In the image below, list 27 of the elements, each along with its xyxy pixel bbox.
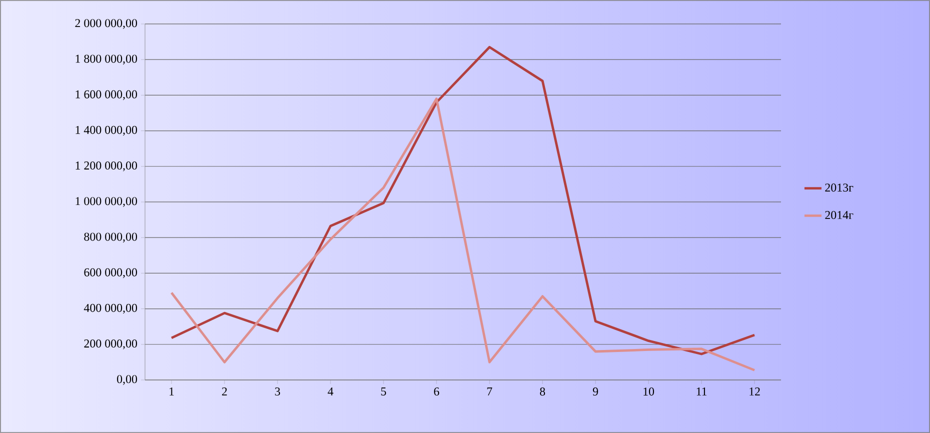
x-tick-label: 10 [644, 388, 654, 396]
x-tick-label: 2 [222, 388, 227, 396]
y-tick-label: 0,00 [117, 375, 138, 385]
x-tick-label: 9 [592, 388, 598, 396]
y-tick-label: 2 000 000,00 [75, 19, 138, 29]
x-tick-label: 5 [381, 388, 386, 396]
y-tick-label: 1 400 000,00 [76, 126, 138, 136]
x-tick-label: 8 [540, 388, 546, 396]
x-tick-label: 1 [170, 388, 174, 396]
x-tick-label: 3 [275, 388, 280, 396]
x-tick-label: 12 [750, 388, 760, 396]
x-tick-label: 11 [696, 388, 707, 396]
x-tick-label: 6 [434, 388, 440, 396]
line-series [170, 46, 756, 356]
legend-label: 2014г [825, 210, 854, 220]
y-tick-label: 1 800 000,00 [76, 54, 138, 64]
y-tick-label: 800 000,00 [84, 232, 138, 242]
legend-label: 2013г [825, 184, 854, 192]
line-series [170, 98, 756, 372]
y-tick-label: 1 200 000,00 [76, 161, 138, 172]
x-tick-label: 4 [328, 388, 334, 396]
y-tick-label: 400 000,00 [84, 304, 138, 314]
x-tick-label: 7 [487, 388, 492, 396]
y-tick-label: 1 000 000,00 [76, 197, 138, 207]
y-tick-label: 1 600 000,00 [76, 90, 138, 100]
y-tick-label: 200 000,00 [84, 339, 138, 350]
y-tick-label: 600 000,00 [84, 268, 138, 278]
